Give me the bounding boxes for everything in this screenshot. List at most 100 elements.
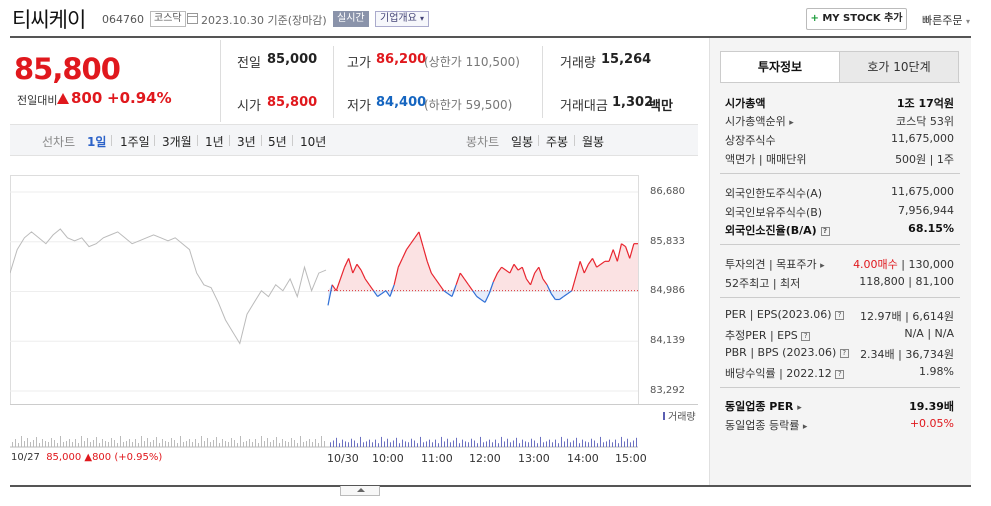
- today-series-segment: [534, 266, 540, 274]
- volume-bar: [21, 436, 22, 447]
- today-series-segment: [567, 290, 573, 295]
- loss-area: [328, 290, 638, 306]
- volume-bar: [297, 443, 298, 447]
- help-icon[interactable]: ?: [839, 349, 849, 358]
- volume-bar: [183, 442, 184, 447]
- volume-bar: [465, 441, 466, 447]
- volume-bar: [288, 442, 289, 447]
- help-icon[interactable]: ?: [820, 227, 830, 236]
- volume-bar: [15, 439, 16, 447]
- volume-bar: [387, 438, 388, 447]
- volume-bar: [138, 443, 139, 447]
- info-row: 동일업종 PER ▸ 19.39배: [725, 398, 954, 413]
- row-value: 코스닥 53위: [896, 115, 954, 128]
- volume-bar: [372, 442, 373, 447]
- today-series-segment: [529, 272, 536, 286]
- volume-bar: [123, 442, 124, 447]
- info-row: 시가총액순위 ▸ 코스닥 53위: [725, 113, 954, 128]
- today-series-segment: [596, 263, 602, 268]
- volume-bar: [315, 439, 316, 447]
- candle-monthly[interactable]: 월봉: [582, 135, 605, 149]
- company-info-dropdown[interactable]: 기업개요 ▾: [375, 11, 430, 27]
- change-label: 전일대비: [17, 94, 58, 107]
- plus-icon: +: [810, 13, 819, 24]
- volume-bar: [531, 438, 532, 447]
- volume-bar: [231, 438, 232, 447]
- volume-bar: [264, 441, 265, 447]
- row-value: 130,000: [908, 258, 955, 271]
- today-series-segment: [331, 284, 337, 292]
- divider: [292, 135, 293, 146]
- period-1y[interactable]: 1년: [205, 135, 224, 149]
- current-price: 85,800: [14, 52, 121, 86]
- volume-bar: [204, 441, 205, 447]
- y-tick: 85,833: [650, 236, 685, 247]
- period-1d[interactable]: 1일: [87, 135, 107, 149]
- y-tick: 84,986: [650, 285, 685, 296]
- volume-bar: [336, 437, 337, 447]
- candle-daily[interactable]: 일봉: [511, 135, 534, 149]
- volume-bar: [156, 437, 157, 447]
- row-key: 시가총액: [725, 97, 766, 110]
- volume-bar: [390, 442, 391, 447]
- volume-bar: [579, 443, 580, 447]
- add-mystock-button[interactable]: + MY STOCK 추가: [806, 8, 907, 30]
- chevron-right-icon[interactable]: ▸: [820, 261, 825, 271]
- high-value: 86,200: [376, 52, 427, 67]
- open-value: 85,800: [267, 95, 318, 110]
- y-tick: 83,292: [650, 385, 685, 396]
- chevron-right-icon[interactable]: ▸: [802, 422, 808, 432]
- volume-bar: [294, 440, 295, 447]
- tab-orderbook[interactable]: 호가 10단계: [839, 51, 959, 83]
- volume-bar: [462, 439, 463, 447]
- volume-legend: 거래량: [663, 408, 696, 423]
- volume-bar: [489, 439, 490, 447]
- volume-bar: [384, 441, 385, 447]
- volume-bar: [420, 436, 421, 447]
- volume-bar: [609, 439, 610, 447]
- volume-bar: [228, 442, 229, 447]
- quick-order-button[interactable]: 빠른주문 ▾: [922, 12, 970, 28]
- chevron-right-icon[interactable]: ▸: [797, 403, 802, 413]
- today-series-segment: [414, 231, 420, 239]
- help-icon[interactable]: ?: [801, 332, 811, 341]
- volume-bar: [426, 441, 427, 447]
- period-bar: [10, 124, 698, 156]
- volume-bar: [378, 443, 379, 447]
- volume-bar: [285, 441, 286, 447]
- period-3y[interactable]: 3년: [237, 135, 256, 149]
- amount-unit: 백만: [649, 99, 673, 114]
- help-icon[interactable]: ?: [835, 311, 845, 320]
- prev-close-label: 전일: [237, 56, 261, 71]
- today-series-segment: [579, 261, 585, 274]
- period-3m[interactable]: 3개월: [162, 135, 192, 149]
- today-series-segment: [484, 293, 490, 303]
- volume-bar: [75, 439, 76, 447]
- company-info-label: 기업개요: [380, 13, 417, 24]
- volume-bar: [333, 440, 334, 447]
- info-row: 외국인소진율(B/A) ? 68.15%: [725, 222, 954, 237]
- today-series-segment: [426, 261, 432, 274]
- volume-bar: [447, 438, 448, 447]
- volume-bar: [396, 437, 397, 447]
- period-10y[interactable]: 10년: [300, 135, 327, 149]
- period-5y[interactable]: 5년: [268, 135, 287, 149]
- prev-day-label: 10/27: [11, 452, 40, 463]
- volume-bar: [87, 438, 88, 447]
- upper-limit: (상한가 110,500): [424, 55, 520, 69]
- help-icon[interactable]: ?: [835, 370, 845, 379]
- today-series-segment: [542, 278, 548, 286]
- realtime-button[interactable]: 실시간: [333, 11, 369, 27]
- today-series-segment: [501, 266, 507, 271]
- chevron-right-icon[interactable]: ▸: [789, 118, 794, 128]
- volume-bar: [198, 443, 199, 447]
- tab-investment-info[interactable]: 투자정보: [720, 51, 840, 83]
- volume-bar: [558, 443, 559, 447]
- volume-bar: [30, 442, 31, 447]
- volume-bar: [210, 442, 211, 447]
- candle-weekly[interactable]: 주봉: [546, 135, 569, 149]
- row-key: 투자의견 | 목표주가: [725, 258, 817, 271]
- volume-bar: [240, 436, 241, 447]
- period-1w[interactable]: 1주일: [120, 135, 150, 149]
- collapse-button[interactable]: [340, 486, 380, 496]
